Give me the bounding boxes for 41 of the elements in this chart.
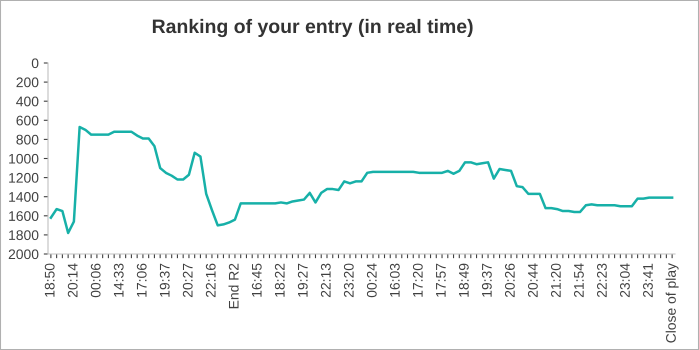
y-tick-label: 600 bbox=[16, 116, 38, 126]
x-tick-label: 19:27 bbox=[298, 264, 308, 297]
y-tick-label: 1600 bbox=[9, 211, 38, 221]
y-tick-label: 0 bbox=[32, 58, 38, 68]
x-tick-label: 20:14 bbox=[68, 263, 78, 298]
y-tick-label: 200 bbox=[16, 77, 38, 88]
x-tick-label: 18:22 bbox=[274, 264, 285, 297]
x-tick-label: End R2 bbox=[228, 264, 239, 308]
x-tick-label: 19:37 bbox=[160, 264, 170, 297]
x-tick-label: 14:33 bbox=[114, 264, 124, 297]
x-tick-label: 20:44 bbox=[528, 263, 538, 298]
y-tick-label: 2000 bbox=[8, 249, 38, 260]
y-tick-label: 1000 bbox=[9, 154, 38, 164]
x-tick-label: 22:23 bbox=[596, 264, 607, 298]
x-tick-label: 21:20 bbox=[550, 264, 561, 298]
x-tick-label: 21:54 bbox=[574, 263, 584, 298]
x-tick-label: 17:20 bbox=[412, 264, 423, 297]
x-tick-label: 18:50 bbox=[44, 264, 55, 297]
x-tick-label: 23:20 bbox=[344, 264, 354, 298]
x-tick-label: 17:06 bbox=[136, 264, 147, 297]
x-tick-label: 18:49 bbox=[458, 264, 469, 297]
chart-title: Ranking of your entry (in real time) bbox=[152, 18, 473, 38]
y-tick-label: 1200 bbox=[9, 172, 38, 183]
y-tick-label: 800 bbox=[16, 134, 38, 145]
x-tick-label: 23:41 bbox=[643, 264, 653, 298]
x-tick-label: 19:37 bbox=[482, 264, 492, 297]
x-tick-label: 00:24 bbox=[366, 263, 377, 298]
x-tick-label: 20:27 bbox=[182, 264, 193, 298]
y-tick-label: 1800 bbox=[9, 230, 38, 240]
x-tick-label: Close of play bbox=[666, 263, 679, 343]
x-tick-label: 20:26 bbox=[504, 264, 515, 298]
x-tick-label: 23:04 bbox=[620, 263, 630, 298]
x-tick-label: 00:06 bbox=[90, 264, 101, 298]
x-tick-label: 22:13 bbox=[320, 264, 331, 298]
x-tick-label: 16:03 bbox=[390, 264, 400, 297]
x-tick-label: 22:16 bbox=[206, 264, 216, 298]
y-tick-label: 400 bbox=[16, 96, 38, 106]
line-series bbox=[50, 126, 674, 234]
y-tick-label: 1400 bbox=[9, 192, 38, 202]
x-tick-label: 16:45 bbox=[252, 264, 262, 297]
x-tick-label: 17:57 bbox=[436, 264, 446, 297]
